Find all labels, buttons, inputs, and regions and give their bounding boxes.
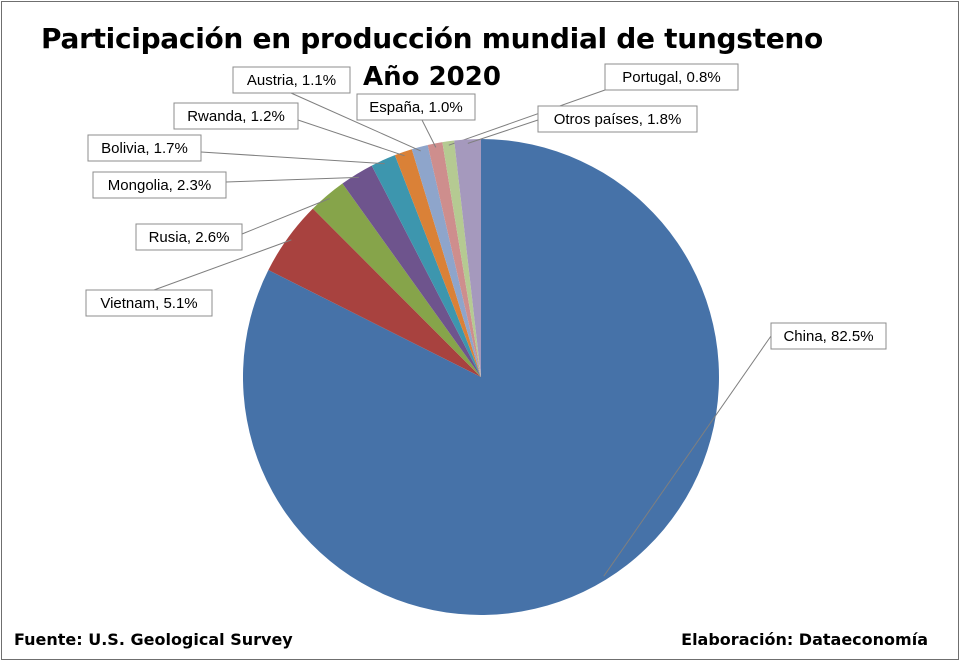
data-label-text: China, 82.5% bbox=[783, 328, 873, 345]
data-label-text: Portugal, 0.8% bbox=[622, 69, 720, 86]
leader-line bbox=[297, 119, 405, 157]
leader-line bbox=[225, 176, 359, 183]
data-label-text: Otros países, 1.8% bbox=[554, 111, 682, 128]
pie-slice-china bbox=[242, 139, 719, 615]
leader-line bbox=[290, 92, 421, 152]
leader-line bbox=[421, 119, 437, 148]
pie-slice-rwanda bbox=[394, 149, 481, 377]
data-label-china: China, 82.5% bbox=[770, 322, 887, 350]
source-note: Fuente: U.S. Geological Survey bbox=[14, 630, 293, 649]
data-label-text: Bolivia, 1.7% bbox=[101, 140, 188, 157]
data-label-rusia: Rusia, 2.6% bbox=[135, 223, 243, 251]
leader-line bbox=[153, 239, 292, 291]
data-label-text: Rwanda, 1.2% bbox=[187, 108, 285, 125]
data-label-espa-a: España, 1.0% bbox=[356, 93, 476, 121]
data-label-vietnam: Vietnam, 5.1% bbox=[85, 289, 213, 317]
pie-slice-bolivia bbox=[371, 155, 481, 377]
pie-slice-vietnam bbox=[268, 208, 481, 377]
data-label-portugal: Portugal, 0.8% bbox=[604, 63, 739, 91]
leader-line bbox=[241, 198, 330, 235]
data-label-text: Rusia, 2.6% bbox=[149, 229, 230, 246]
credit-note: Elaboración: Dataeconomía bbox=[681, 630, 928, 649]
data-label-text: Austria, 1.1% bbox=[247, 72, 336, 89]
chart-title: Participación en producción mundial de t… bbox=[41, 22, 823, 55]
leader-line bbox=[200, 151, 385, 165]
pie-slice-austria bbox=[411, 145, 481, 377]
pie-slice-espa-a bbox=[427, 142, 481, 377]
chart-subtitle: Año 2020 bbox=[363, 62, 501, 92]
data-label-otros-pa-ses: Otros países, 1.8% bbox=[537, 105, 698, 133]
data-label-mongolia: Mongolia, 2.3% bbox=[92, 171, 227, 199]
data-label-rwanda: Rwanda, 1.2% bbox=[173, 102, 299, 130]
leader-line bbox=[448, 89, 606, 146]
data-label-text: Mongolia, 2.3% bbox=[108, 177, 211, 194]
pie-slice-mongolia bbox=[342, 165, 481, 377]
leader-line bbox=[467, 119, 539, 144]
leader-line bbox=[603, 335, 772, 577]
pie-slice-portugal bbox=[442, 140, 481, 377]
pie-slice-rusia bbox=[312, 183, 481, 377]
data-label-text: Vietnam, 5.1% bbox=[100, 295, 197, 312]
data-label-bolivia: Bolivia, 1.7% bbox=[87, 134, 202, 162]
data-label-austria: Austria, 1.1% bbox=[232, 66, 351, 94]
data-label-text: España, 1.0% bbox=[369, 99, 462, 116]
pie-slice-otros-pa-ses bbox=[454, 139, 481, 377]
